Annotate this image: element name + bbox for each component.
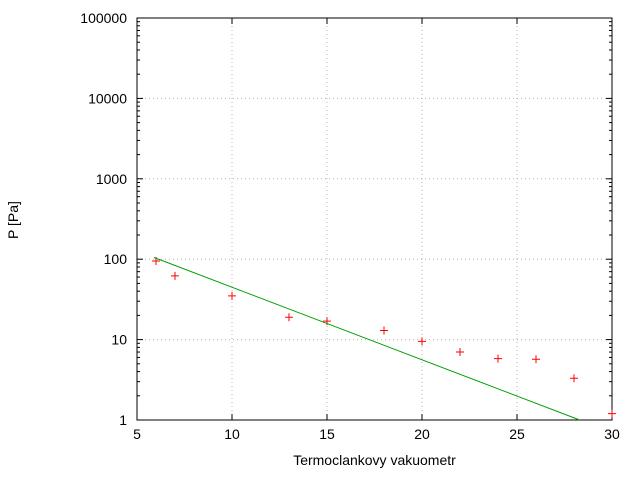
y-tick-label: 1 — [119, 412, 127, 428]
data-point-plus-marker — [285, 313, 293, 322]
y-tick-label: 100000 — [80, 10, 127, 26]
x-tick-label: 20 — [414, 426, 430, 442]
data-point-plus-marker — [380, 326, 388, 335]
data-point-plus-marker — [456, 348, 464, 357]
fit-line — [153, 257, 580, 421]
x-axis-title: Termoclankovy vakuometr — [293, 452, 456, 468]
x-tick-label: 5 — [133, 426, 141, 442]
data-point-plus-marker — [532, 355, 540, 364]
y-tick-label: 100 — [104, 251, 128, 267]
x-tick-label: 30 — [604, 426, 620, 442]
x-tick-label: 25 — [509, 426, 525, 442]
data-point-plus-marker — [494, 354, 502, 363]
data-point-plus-marker — [570, 374, 578, 383]
x-tick-label: 10 — [224, 426, 240, 442]
data-point-plus-marker — [608, 409, 616, 418]
data-point-plus-marker — [228, 291, 236, 300]
y-tick-label: 10000 — [88, 90, 127, 106]
y-axis-title: P [Pa] — [5, 201, 21, 239]
data-point-plus-marker — [418, 337, 426, 346]
x-tick-label: 15 — [319, 426, 335, 442]
y-tick-label: 1000 — [96, 171, 127, 187]
y-tick-label: 10 — [111, 332, 127, 348]
plot-border — [136, 17, 613, 421]
data-point-plus-marker — [171, 271, 179, 280]
